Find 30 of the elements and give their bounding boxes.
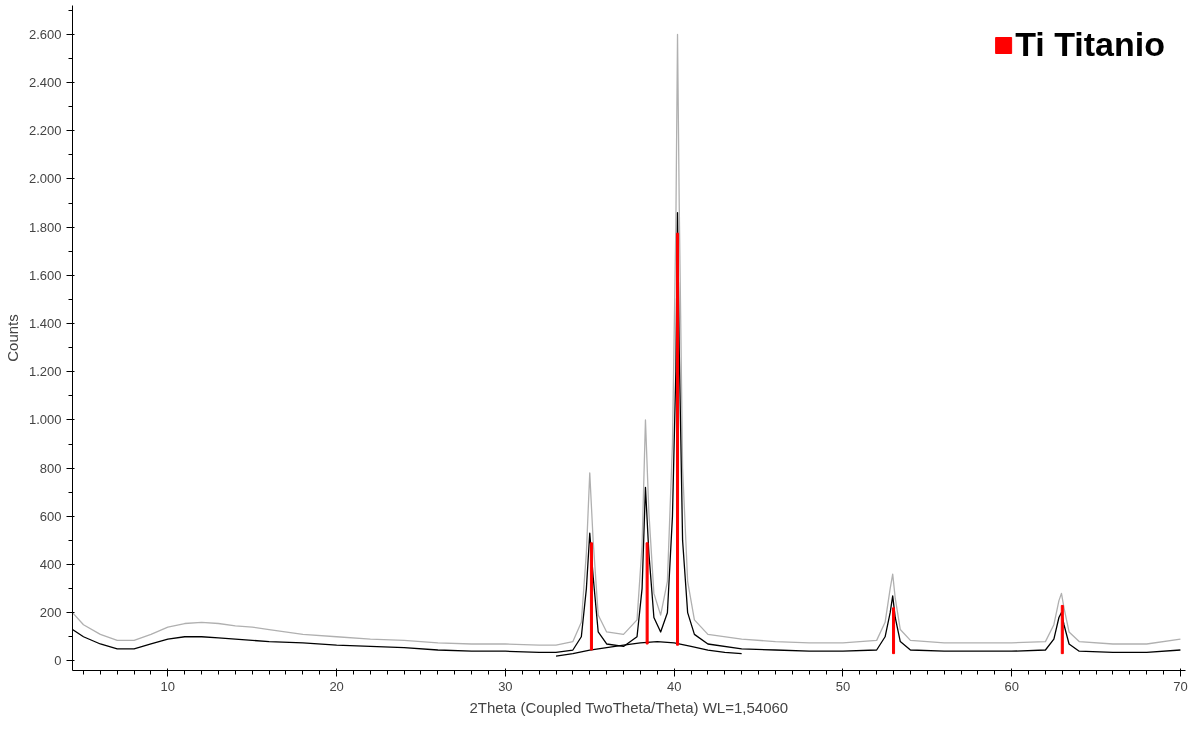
- x-tick-label: 60: [1004, 678, 1019, 694]
- y-tick-label: 600: [39, 508, 62, 524]
- x-tick-label: 70: [1173, 678, 1188, 694]
- x-tick-label: 30: [498, 678, 513, 694]
- y-tick-label: 1.400: [28, 316, 62, 332]
- y-axis-title: Counts: [3, 314, 21, 362]
- bar: [676, 232, 680, 646]
- y-tick-label: 1.800: [28, 219, 62, 235]
- y-tick-label: 1.600: [28, 267, 62, 283]
- bar: [1060, 604, 1064, 655]
- x-axis-title: 2Theta (Coupled TwoTheta/Theta) WL=1,54060: [469, 698, 789, 716]
- bar: [589, 542, 593, 651]
- x-tick-label: 10: [160, 678, 176, 694]
- bar: [892, 607, 896, 655]
- y-tick-label: 0: [54, 653, 62, 669]
- legend-label: Ti Titanio: [1015, 25, 1165, 64]
- line-series: [72, 33, 1182, 646]
- y-tick-label: 2.000: [28, 171, 62, 187]
- y-tick-label: 2.600: [28, 26, 62, 42]
- y-tick-label: 2.200: [28, 123, 62, 139]
- y-tick-label: 2.400: [28, 75, 62, 91]
- x-tick-label: 50: [835, 678, 851, 694]
- x-tick-label: 40: [666, 678, 682, 694]
- x-tick-label: 20: [329, 678, 344, 694]
- y-tick-label: 200: [39, 605, 62, 621]
- y-tick-label: 800: [39, 460, 62, 476]
- y-tick-label: 1.200: [28, 364, 62, 380]
- y-tick-label: 1.000: [28, 412, 62, 428]
- y-tick-label: 400: [39, 556, 62, 572]
- bar: [645, 542, 649, 645]
